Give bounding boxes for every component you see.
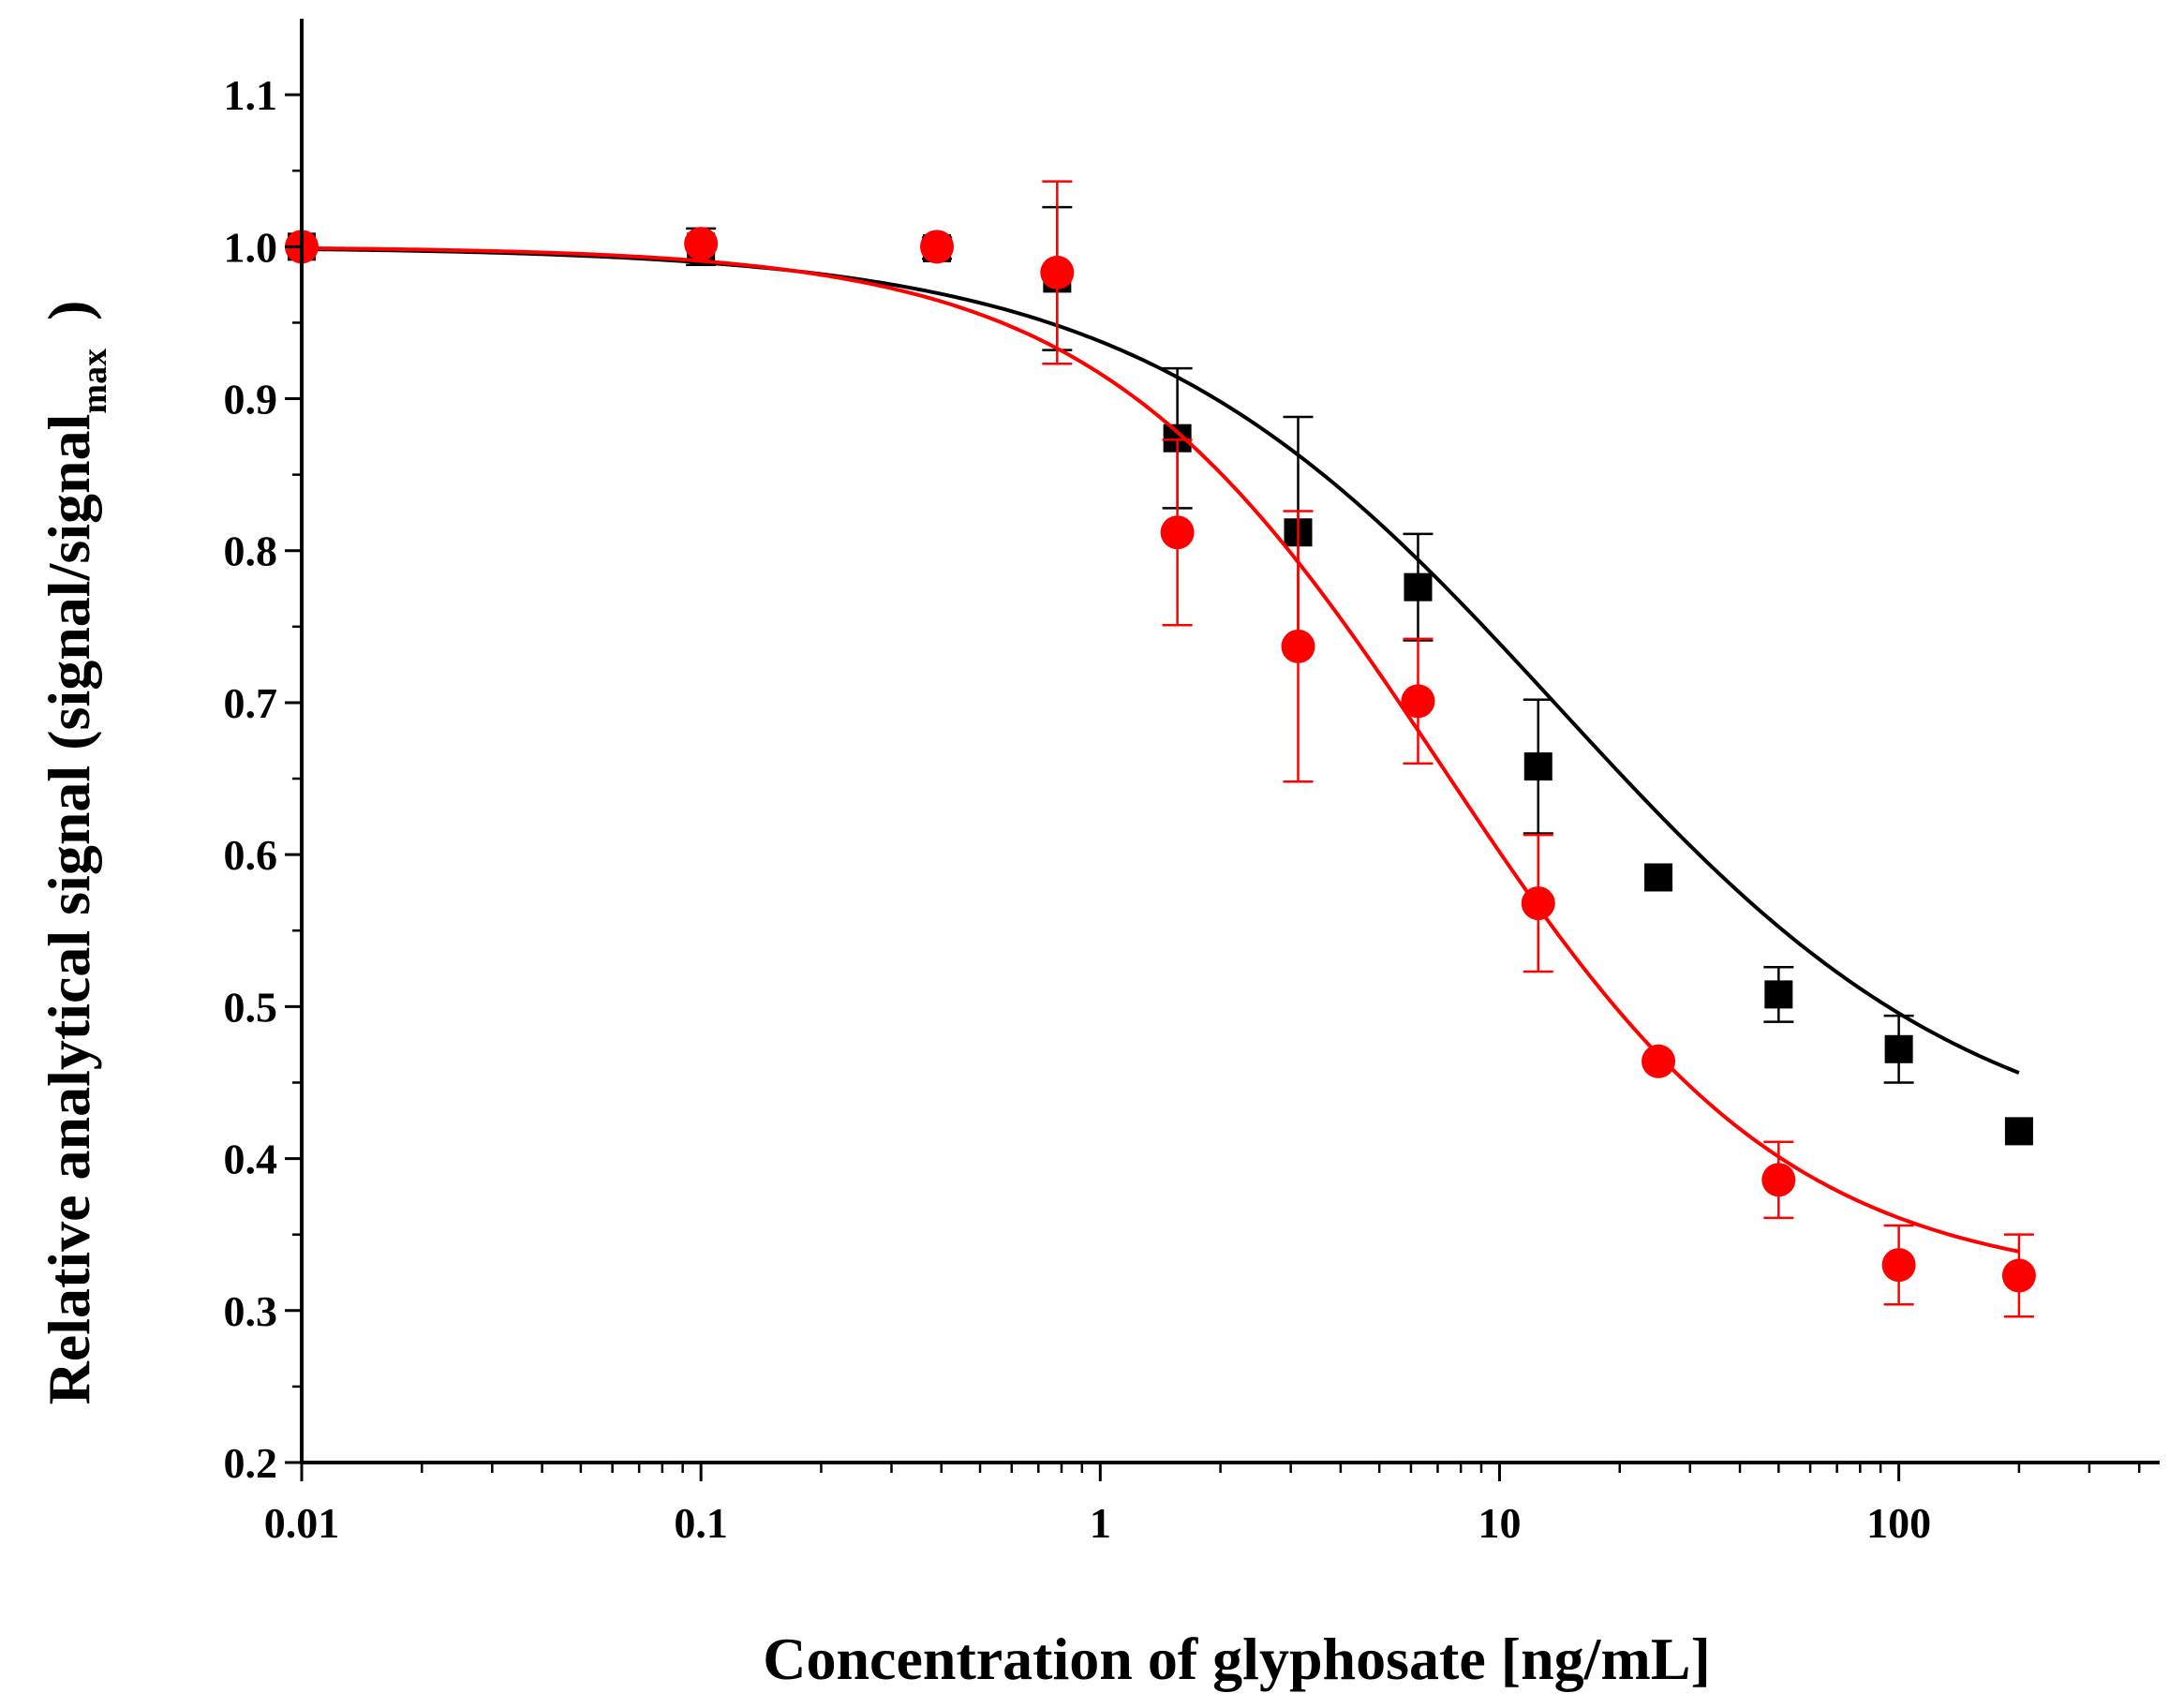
y-axis-title: Relative analytical signal (signal/signa… — [36, 301, 114, 1405]
x-tick-label: 1 — [1090, 1499, 1111, 1547]
y-axis-title-close: ) — [36, 301, 102, 320]
y-tick-label: 0.3 — [224, 1287, 278, 1335]
data-point-square — [1523, 752, 1552, 781]
plot-area — [285, 180, 2036, 1318]
y-tick-label: 1.0 — [224, 223, 278, 271]
fit-curve — [301, 245, 2020, 1254]
data-point-square — [2004, 1117, 2033, 1146]
y-tick-label: 1.1 — [224, 71, 278, 119]
y-tick-label: 0.8 — [224, 527, 278, 575]
data-point-circle — [920, 230, 955, 264]
y-axis-title-subscript: max — [75, 349, 114, 414]
x-tick-label: 10 — [1478, 1499, 1521, 1547]
data-point-circle — [1040, 255, 1075, 290]
data-point-square — [1404, 572, 1433, 602]
series-black-squares — [288, 205, 2033, 1146]
y-tick-label: 0.2 — [224, 1439, 278, 1487]
y-tick-label: 0.7 — [224, 679, 278, 727]
x-tick-label: 0.01 — [264, 1499, 340, 1547]
y-tick-label: 0.4 — [224, 1136, 278, 1183]
data-point-circle — [1160, 515, 1195, 550]
y-tick-label: 0.9 — [224, 376, 278, 423]
data-point-square — [1884, 1034, 1913, 1063]
x-axis-title: Concentration of glyphosate [ng/mL] — [763, 1626, 1711, 1692]
y-tick-label: 0.6 — [224, 831, 278, 879]
data-point-circle — [1401, 684, 1435, 719]
data-point-square — [1764, 980, 1793, 1009]
data-point-circle — [1521, 886, 1555, 921]
data-point-circle — [2001, 1258, 2036, 1293]
data-point-circle — [1761, 1163, 1796, 1197]
axes: 0.2 0.3 0.4 0.5 0.6 0.7 0.8 0.9 1.0 1.1 0.01 0.1 1 10… — [224, 19, 2160, 1547]
x-tick-label: 100 — [1866, 1499, 1931, 1547]
fit-curve — [301, 246, 2020, 1075]
data-point-circle — [1642, 1044, 1676, 1078]
y-axis-title-main: Relative analytical signal (signal/signa… — [36, 414, 102, 1405]
y-tick-label: 0.5 — [224, 983, 278, 1031]
series-red-circles — [285, 180, 2036, 1318]
data-point-square — [1644, 863, 1673, 892]
data-point-circle — [1881, 1248, 1916, 1283]
data-point-circle — [1281, 629, 1315, 663]
data-point-circle — [684, 227, 719, 261]
x-tick-label: 0.1 — [674, 1499, 728, 1547]
